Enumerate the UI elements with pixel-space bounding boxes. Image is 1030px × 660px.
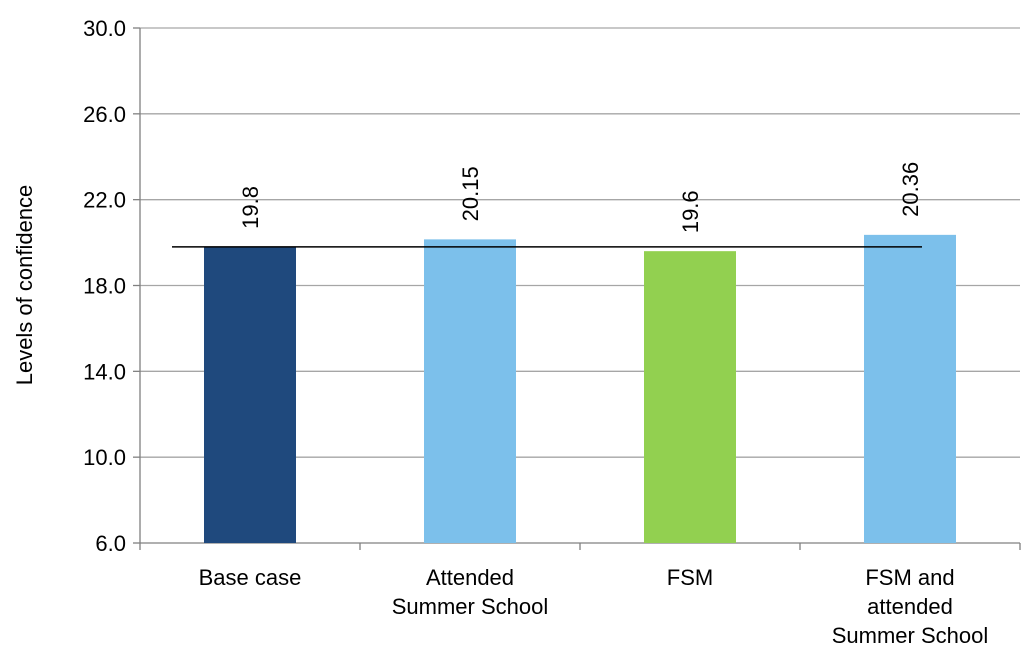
category-label: FSM and attended Summer School (832, 565, 989, 648)
category-label: Attended Summer School (392, 565, 549, 619)
bar (204, 246, 296, 543)
category-label: Base case (199, 565, 302, 590)
data-label: 19.8 (238, 186, 263, 229)
labels: 6.0 10.0 14.0 18.0 22.0 26.0 30.0 19.8 Base case… (83, 16, 988, 648)
bars (204, 234, 956, 544)
data-label: 19.6 (678, 190, 703, 233)
y-tick-label: 6.0 (95, 531, 126, 556)
y-tick-label: 14.0 (83, 359, 126, 384)
y-tick-label: 22.0 (83, 188, 126, 213)
y-tick-label: 18.0 (83, 274, 126, 299)
bar (644, 251, 736, 543)
data-label: 20.15 (458, 166, 483, 221)
category-label: FSM (667, 565, 713, 590)
y-tick-label: 26.0 (83, 102, 126, 127)
bar (424, 239, 516, 544)
y-axis-title: Levels of confidence (12, 185, 37, 386)
y-tick-label: 10.0 (83, 445, 126, 470)
bar (864, 234, 956, 543)
data-label: 20.36 (898, 162, 923, 217)
y-tick-label: 30.0 (83, 16, 126, 41)
